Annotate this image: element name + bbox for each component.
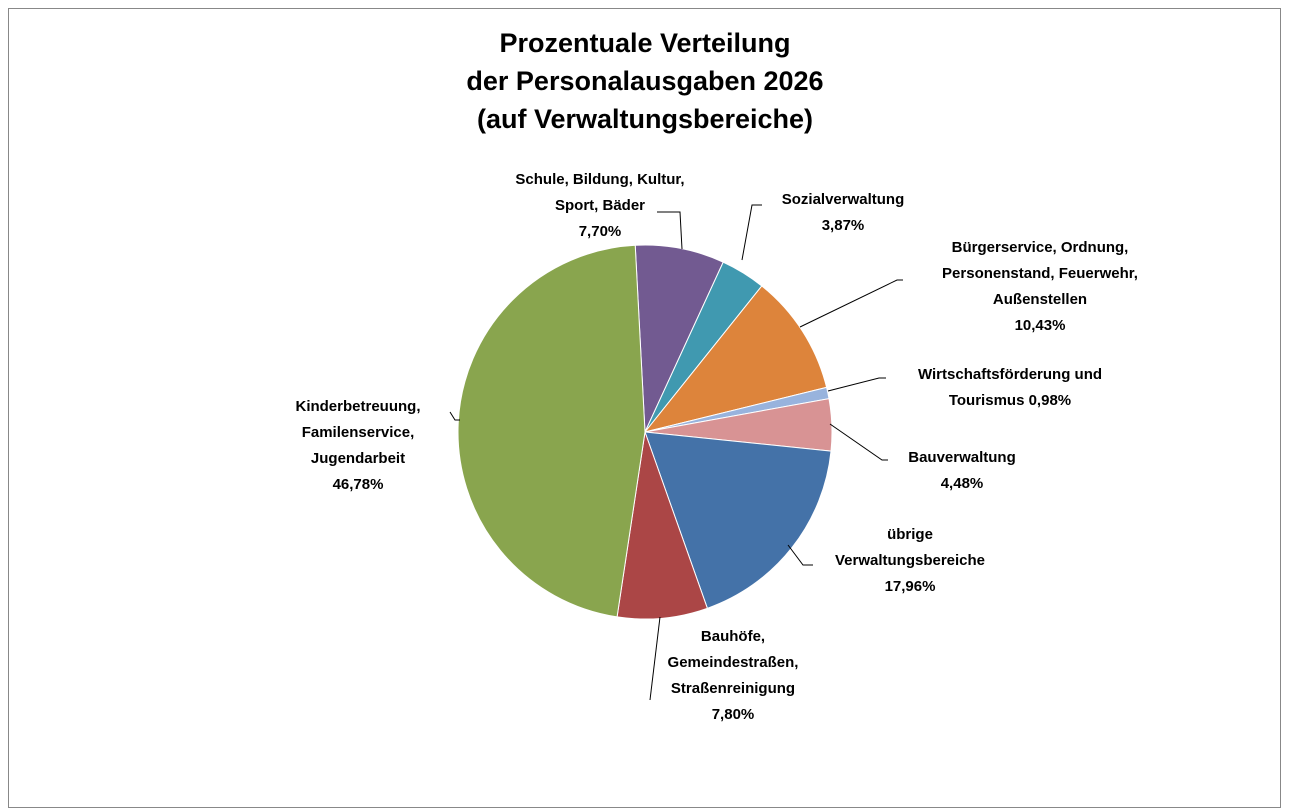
chart-title: der Personalausgaben 2026 [466,66,824,96]
chart-title: Prozentuale Verteilung [499,28,791,58]
value-label: 4,48% [940,475,984,492]
leader-line [649,616,661,701]
value-label: 3,87% [821,217,865,234]
value-label: 7,80% [711,706,755,723]
value-label: 0,98% [1028,392,1072,409]
leader-line [787,544,813,566]
category-name: übrige Verwaltungsbereiche [834,526,986,569]
category-name: Sozialverwaltung [781,191,905,208]
value-label: 7,70% [578,223,622,240]
data-label: Kinderbetreuung, Familenservice, Jugenda… [283,394,433,498]
pie-slice [457,244,646,618]
chart-title: (auf Verwaltungsbereiche) [476,104,814,134]
leader-line [449,411,460,421]
data-label: Bauhöfe, Gemeindestraßen, Straßenreinigu… [652,624,814,728]
data-label: Schule, Bildung, Kultur, Sport, Bäder 7,… [493,167,708,245]
leader-line [799,279,903,328]
data-label: Sozialverwaltung 3,87% [763,187,923,239]
data-label: Wirtschaftsförderung und Tourismus 0,98% [899,362,1121,414]
pie-slice [616,431,709,620]
leader-line [741,204,762,261]
category-name: Bürgerservice, Ordnung, Personenstand, F… [942,239,1138,308]
pie-slice [643,285,828,433]
pie-slice [644,431,832,609]
leader-line [657,211,683,250]
data-label: übrige Verwaltungsbereiche 17,96% [818,522,1003,600]
value-label: 10,43% [1014,317,1066,334]
leader-line [829,423,888,461]
category-name: Wirtschaftsförderung und Tourismus [917,366,1103,409]
category-name: Kinderbetreuung, Familenservice, Jugenda… [295,398,421,467]
category-name: Bauverwaltung [908,449,1016,466]
category-name: Schule, Bildung, Kultur, Sport, Bäder [515,171,685,214]
value-label: 46,78% [332,476,384,493]
leader-line [827,377,886,392]
data-label: Bürgerservice, Ordnung, Personenstand, F… [924,235,1156,339]
category-name: Bauhöfe, Gemeindestraßen, Straßenreinigu… [667,628,799,697]
value-label: 17,96% [884,578,936,595]
data-label: Bauverwaltung 4,48% [887,445,1037,497]
